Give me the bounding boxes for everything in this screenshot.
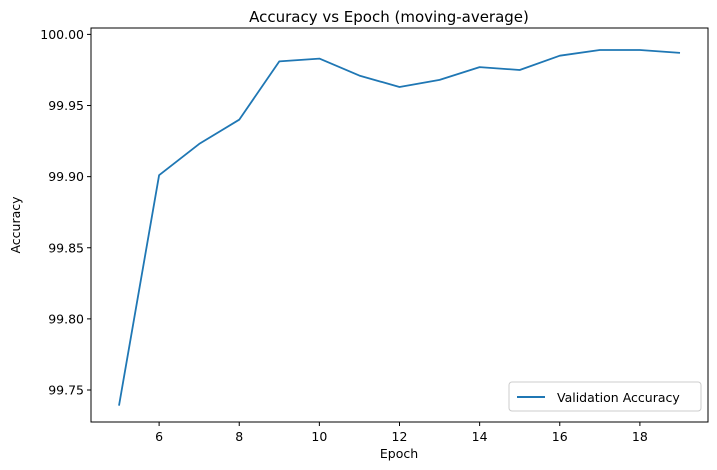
legend: Validation Accuracy xyxy=(508,381,702,412)
x-tick-label: 16 xyxy=(552,429,568,444)
y-tick-label: 99.95 xyxy=(48,98,84,113)
legend-box xyxy=(508,381,702,412)
x-axis-ticks: 6 8 10 12 14 16 18 xyxy=(155,422,648,444)
x-tick-label: 14 xyxy=(472,429,488,444)
y-axis-title: Accuracy xyxy=(8,196,23,254)
legend-label: Validation Accuracy xyxy=(557,390,680,405)
x-tick-label: 10 xyxy=(311,429,327,444)
y-tick-label: 99.85 xyxy=(48,240,84,255)
plot-area: 6 8 10 12 14 16 18 99.75 99.80 99.85 99.90 99.95 10… xyxy=(40,27,709,444)
x-tick-label: 8 xyxy=(235,429,243,444)
x-axis-title: Epoch xyxy=(380,446,418,461)
series-layer xyxy=(118,49,681,406)
y-tick-label: 100.00 xyxy=(40,27,84,42)
x-tick-label: 12 xyxy=(392,429,408,444)
y-tick-label: 99.90 xyxy=(48,169,84,184)
x-tick-label: 18 xyxy=(632,429,648,444)
y-tick-label: 99.80 xyxy=(48,311,84,326)
chart-title: Accuracy vs Epoch (moving-average) xyxy=(249,8,529,26)
x-tick-label: 6 xyxy=(155,429,163,444)
y-axis-ticks: 99.75 99.80 99.85 99.90 99.95 100.00 xyxy=(40,27,91,397)
y-tick-label: 99.75 xyxy=(48,382,84,397)
